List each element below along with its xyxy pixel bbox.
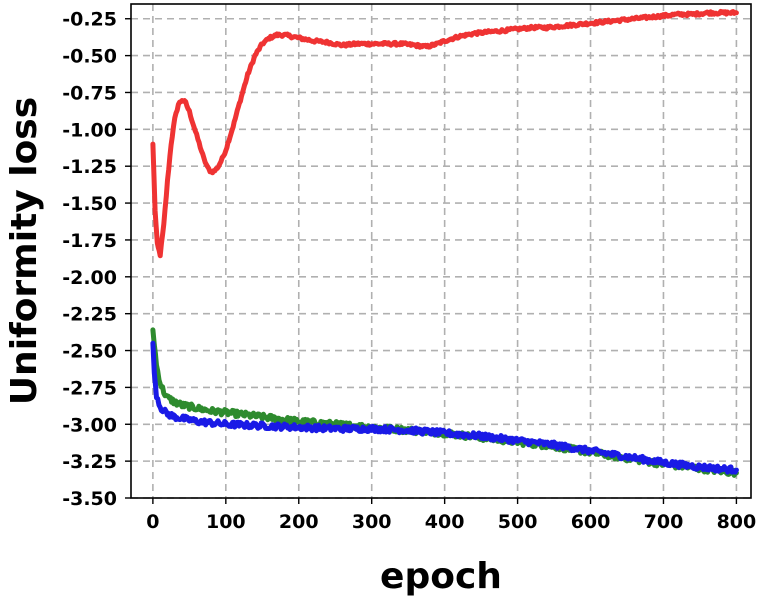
y-tick-label: -3.25 [62, 451, 117, 473]
plot-frame [130, 3, 752, 499]
y-tick-label: -1.50 [62, 193, 117, 215]
y-tick-label: -1.25 [62, 156, 117, 178]
y-tick-label: -2.50 [62, 341, 117, 363]
series-line-1 [150, 8, 739, 259]
x-tick-label: 800 [717, 511, 757, 533]
y-tick-label: -1.75 [62, 230, 117, 252]
x-axis: 0 100 200 300 400 500 600 700 800 [146, 498, 756, 533]
y-tick-label: -2.00 [62, 267, 117, 289]
series-lines [150, 8, 739, 478]
y-tick-label: -2.75 [62, 377, 117, 399]
x-tick-label: 200 [279, 511, 319, 533]
x-tick-label: 0 [146, 511, 159, 533]
series-line-3 [150, 340, 739, 475]
y-tick-label: -3.00 [62, 414, 117, 436]
x-axis-title: epoch [380, 556, 502, 597]
y-tick-label: -2.25 [62, 304, 117, 326]
y-tick-label: -0.75 [62, 82, 117, 104]
x-tick-label: 300 [352, 511, 392, 533]
x-tick-label: 100 [206, 511, 246, 533]
x-tick-label: 700 [644, 511, 684, 533]
x-tick-label: 600 [571, 511, 611, 533]
y-axis: -3.50 -3.25 -3.00 -2.75 -2.50 -2.25 -2.00 -1.75… [62, 9, 131, 510]
x-tick-label: 500 [498, 511, 538, 533]
series-line-2 [150, 327, 739, 478]
y-axis-title: Uniformity loss [4, 97, 45, 405]
y-tick-label: -0.50 [62, 46, 117, 68]
x-tick-label: 400 [425, 511, 465, 533]
y-tick-label: -3.50 [62, 488, 117, 510]
y-tick-label: -1.00 [62, 119, 117, 141]
y-tick-label: -0.25 [62, 9, 117, 31]
